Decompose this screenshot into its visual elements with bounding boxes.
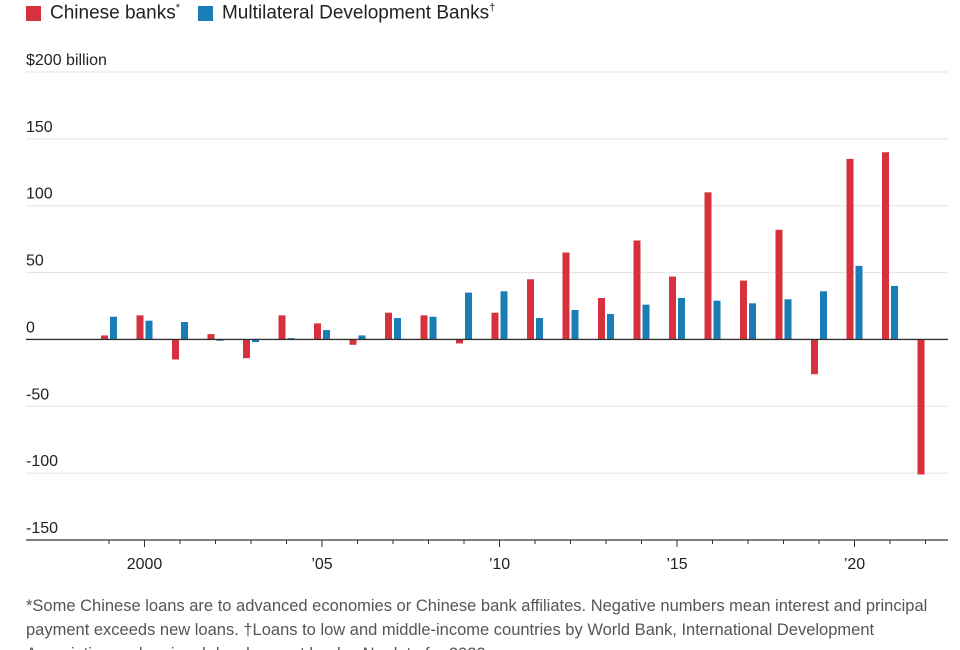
bar-multilateral-development-banks	[287, 338, 295, 340]
legend-label-multilateral-development-banks: Multilateral Development Banks†	[221, 2, 496, 24]
bar-chinese-banks	[704, 192, 712, 340]
bar-chinese-banks	[136, 315, 144, 340]
bar-chinese-banks	[846, 158, 854, 340]
bar-chinese-banks	[527, 279, 534, 340]
y-tick-label: -100	[26, 453, 58, 470]
x-tick-label: ’15	[666, 556, 687, 573]
bar-multilateral-development-banks	[500, 291, 508, 340]
bar-multilateral-development-banks	[110, 316, 117, 340]
bar-chinese-banks	[349, 339, 357, 345]
x-tick-label: ’20	[844, 556, 865, 573]
bar-multilateral-development-banks	[252, 339, 259, 343]
y-tick-label: 150	[26, 119, 53, 136]
legend-swatch-chinese-banks	[26, 5, 41, 21]
bar-multilateral-development-banks	[145, 320, 153, 340]
y-tick-label: -50	[26, 386, 49, 403]
bar-chinese-banks	[917, 339, 925, 475]
bar-multilateral-development-banks	[642, 304, 650, 340]
bar-multilateral-development-banks	[323, 330, 330, 340]
bar-multilateral-development-banks	[784, 299, 792, 340]
bar-chinese-banks	[669, 276, 676, 340]
bar-chinese-banks	[314, 323, 321, 340]
y-tick-label: 0	[26, 319, 35, 336]
bar-multilateral-development-banks	[678, 297, 685, 340]
x-tick-label: ’05	[311, 556, 332, 573]
bar-chinese-banks	[740, 280, 747, 340]
x-tick-label: 2000	[127, 556, 163, 573]
bar-multilateral-development-banks	[216, 339, 224, 341]
y-tick-label: 100	[26, 186, 53, 203]
legend-item-chinese-banks: Chinese banks*	[26, 2, 180, 24]
legend-label-chinese-banks: Chinese banks*	[50, 2, 180, 24]
bar-multilateral-development-banks	[358, 335, 366, 340]
y-tick-label: -150	[26, 520, 58, 537]
y-tick-label: $200 billion	[26, 52, 107, 69]
bar-chinese-banks	[420, 315, 428, 340]
bar-chinese-banks	[172, 339, 179, 360]
bar-multilateral-development-banks	[855, 265, 863, 340]
bar-chinese-banks	[811, 339, 818, 375]
bar-chinese-banks	[243, 339, 250, 359]
bar-chinese-banks	[278, 315, 286, 340]
bar-multilateral-development-banks	[429, 316, 437, 340]
legend-item-multilateral-development-banks: Multilateral Development Banks†	[197, 2, 496, 24]
bar-multilateral-development-banks	[607, 314, 614, 340]
bar-chinese-banks	[207, 334, 215, 340]
x-tick-label: ’10	[489, 556, 510, 573]
bar-chinese-banks	[775, 229, 783, 340]
bar-chinese-banks	[633, 240, 641, 340]
bar-multilateral-development-banks	[571, 310, 579, 340]
bar-chinese-banks	[491, 312, 499, 340]
bar-multilateral-development-banks	[465, 292, 472, 340]
bar-multilateral-development-banks	[891, 285, 898, 340]
bar-multilateral-development-banks	[749, 303, 756, 340]
chart-footnote: *Some Chinese loans are to advanced econ…	[26, 597, 928, 650]
bar-chinese-banks	[385, 312, 392, 340]
bar-multilateral-development-banks	[713, 300, 721, 340]
bar-multilateral-development-banks	[820, 291, 827, 340]
bar-chinese-banks	[598, 297, 605, 340]
y-tick-label: 50	[26, 253, 44, 270]
bar-multilateral-development-banks	[181, 322, 188, 340]
legend-swatch-multilateral-development-banks	[197, 5, 213, 21]
bar-chinese-banks	[562, 252, 570, 340]
bar-chart: $200 billion 150 100 50 0 -50 -100 -150 2000 ’05 ’…	[26, 52, 948, 573]
chart-legend: Chinese banks* Multilateral Development …	[26, 2, 513, 24]
bar-multilateral-development-banks	[536, 318, 543, 340]
bar-multilateral-development-banks	[394, 318, 401, 340]
bar-chinese-banks	[882, 152, 889, 340]
bar-chinese-banks	[101, 335, 108, 340]
bar-chinese-banks	[456, 339, 463, 344]
